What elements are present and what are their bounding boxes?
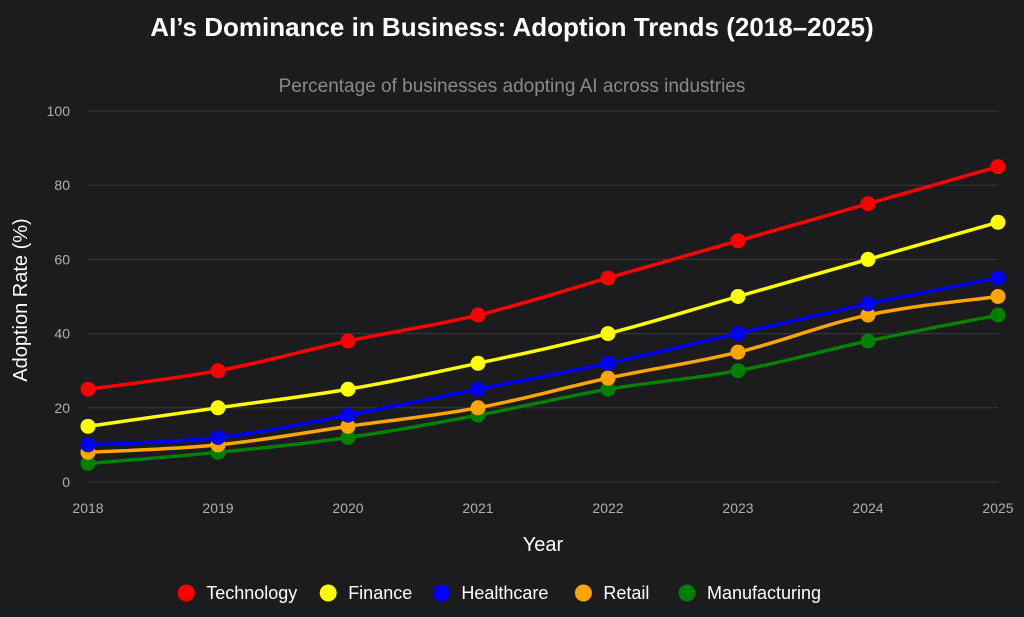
legend-label: Healthcare xyxy=(461,583,548,603)
data-point[interactable] xyxy=(80,455,96,471)
data-point[interactable] xyxy=(600,326,616,342)
y-tick-label: 20 xyxy=(54,400,70,416)
data-point[interactable] xyxy=(210,429,226,445)
data-point[interactable] xyxy=(730,233,746,249)
data-point[interactable] xyxy=(340,429,356,445)
y-tick-label: 40 xyxy=(54,326,70,342)
data-point[interactable] xyxy=(860,307,876,323)
data-point[interactable] xyxy=(470,381,486,397)
data-point[interactable] xyxy=(210,400,226,416)
legend-marker xyxy=(574,584,592,602)
series-technology xyxy=(80,159,1006,397)
data-point[interactable] xyxy=(340,418,356,434)
legend-marker xyxy=(432,584,450,602)
data-point[interactable] xyxy=(340,407,356,423)
series xyxy=(80,159,1006,471)
legend-label: Manufacturing xyxy=(707,583,821,603)
legend-label: Technology xyxy=(206,583,297,603)
legend-label: Finance xyxy=(348,583,412,603)
x-tick-label: 2023 xyxy=(722,500,753,516)
legend-marker xyxy=(177,584,195,602)
x-axis-title: Year xyxy=(523,534,564,556)
y-axis-ticks: 0 20 40 60 80 100 xyxy=(47,103,71,490)
data-point[interactable] xyxy=(340,333,356,349)
data-point[interactable] xyxy=(990,289,1006,304)
grid xyxy=(88,110,998,483)
legend-item-retail[interactable]: Retail xyxy=(574,583,650,603)
y-tick-label: 0 xyxy=(62,474,70,490)
legend-item-technology[interactable]: Technology xyxy=(177,583,298,603)
y-tick-label: 60 xyxy=(54,251,70,267)
data-point[interactable] xyxy=(80,437,96,453)
data-point[interactable] xyxy=(860,251,876,267)
legend-item-manufacturing[interactable]: Manufacturing xyxy=(678,583,822,603)
data-point[interactable] xyxy=(860,196,876,212)
y-tick-label: 100 xyxy=(47,103,71,119)
legend-item-finance[interactable]: Finance xyxy=(319,583,413,603)
series-line xyxy=(86,294,1000,455)
y-axis-title: Adoption Rate (%) xyxy=(10,218,32,381)
data-point[interactable] xyxy=(80,381,96,397)
data-point[interactable] xyxy=(730,344,746,360)
x-tick-label: 2018 xyxy=(72,500,103,516)
series-line xyxy=(86,276,1000,447)
data-point[interactable] xyxy=(600,381,616,397)
legend-label: Retail xyxy=(603,583,649,603)
series-line xyxy=(86,313,1000,466)
legend[interactable]: Technology Finance Healthcare Retail Manufac… xyxy=(177,583,822,603)
x-tick-label: 2022 xyxy=(592,500,623,516)
data-point[interactable] xyxy=(470,400,486,416)
data-point[interactable] xyxy=(80,418,96,434)
data-point[interactable] xyxy=(990,307,1006,323)
data-point[interactable] xyxy=(210,363,226,379)
data-point[interactable] xyxy=(990,214,1006,230)
legend-marker xyxy=(678,584,696,602)
chart-title: AI’s Dominance in Business: Adoption Tre… xyxy=(150,12,873,42)
series-healthcare xyxy=(80,270,1006,453)
x-tick-label: 2024 xyxy=(852,500,883,516)
series-line xyxy=(86,164,1000,391)
x-tick-label: 2025 xyxy=(982,500,1013,516)
data-point[interactable] xyxy=(730,289,746,304)
data-point[interactable] xyxy=(730,363,746,379)
data-point[interactable] xyxy=(730,326,746,342)
data-point[interactable] xyxy=(600,355,616,371)
data-point[interactable] xyxy=(600,270,616,286)
series-line xyxy=(86,220,1000,429)
x-tick-label: 2019 xyxy=(202,500,233,516)
data-point[interactable] xyxy=(600,370,616,386)
data-point[interactable] xyxy=(860,333,876,349)
x-axis-ticks: 2018 2019 2020 2021 2022 2023 2024 2025 xyxy=(72,500,1013,516)
series-finance xyxy=(80,214,1006,434)
legend-item-healthcare[interactable]: Healthcare xyxy=(432,583,549,603)
legend-marker xyxy=(319,584,337,602)
data-point[interactable] xyxy=(470,355,486,371)
x-tick-label: 2020 xyxy=(332,500,363,516)
data-point[interactable] xyxy=(340,381,356,397)
x-tick-label: 2021 xyxy=(462,500,493,516)
chart-subtitle: Percentage of businesses adopting AI acr… xyxy=(279,76,746,97)
data-point[interactable] xyxy=(990,270,1006,286)
data-point[interactable] xyxy=(990,159,1006,175)
y-tick-label: 80 xyxy=(54,177,70,193)
data-point[interactable] xyxy=(470,307,486,323)
data-point[interactable] xyxy=(860,296,876,312)
